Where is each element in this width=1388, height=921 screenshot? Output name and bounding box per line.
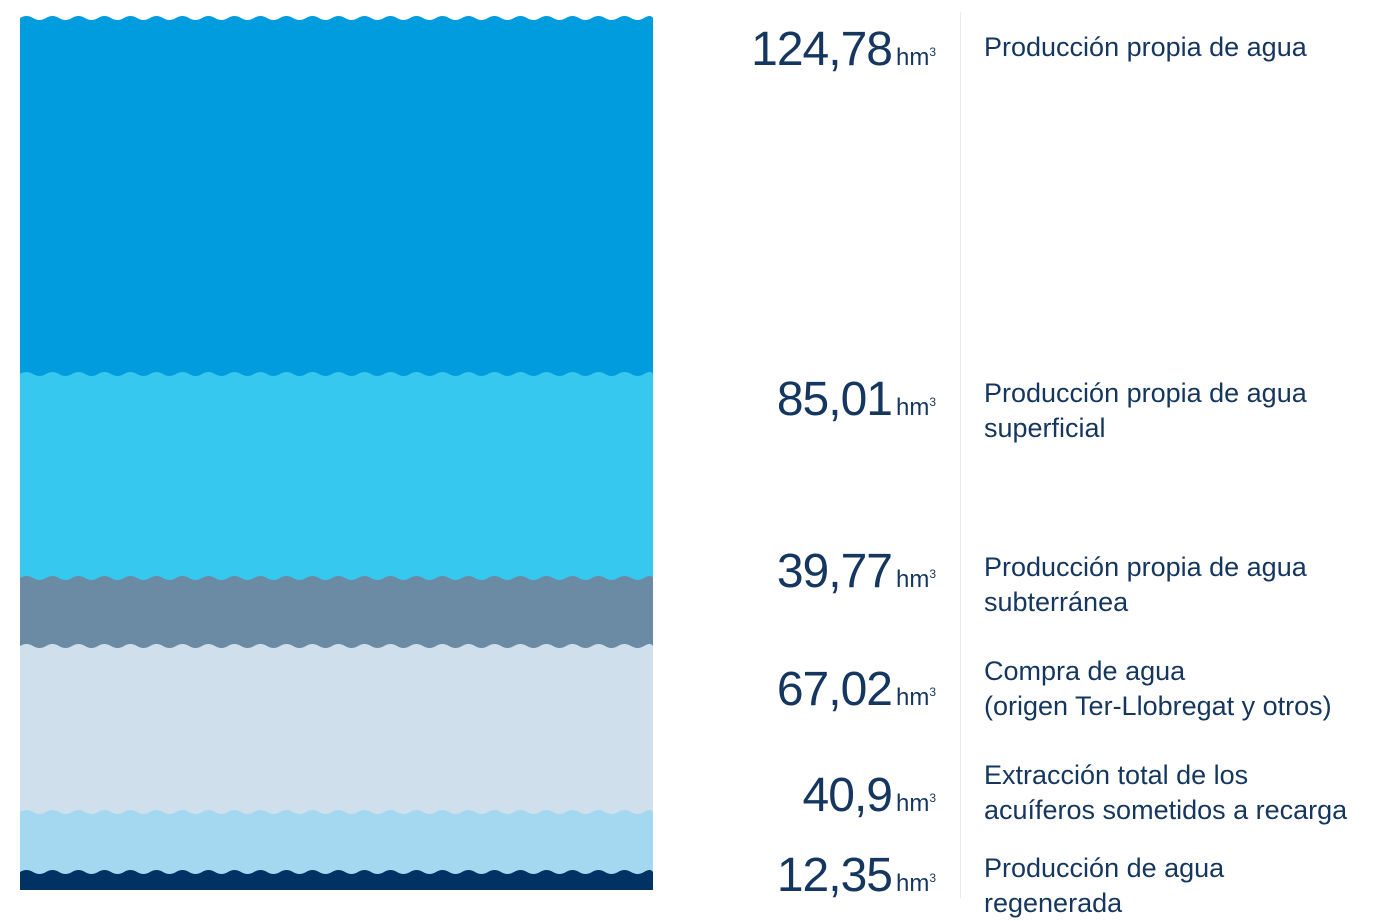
value-compra-de-agua-origen-ter-llobregat-y-otros: 67,02 hm3 bbox=[777, 666, 936, 714]
value-unit: hm3 bbox=[895, 790, 936, 817]
value-unit: hm3 bbox=[895, 566, 936, 593]
value-number: 40,9 bbox=[802, 769, 893, 822]
layer-produccion-de-agua-regenerada bbox=[20, 870, 653, 890]
value-number: 39,77 bbox=[776, 545, 893, 598]
value-number: 12,35 bbox=[776, 849, 893, 902]
layer-extraccion-total-de-los-acuiferos-sometidos-a-recarga bbox=[20, 810, 653, 890]
label-extraccion-total-de-los-acuiferos-sometidos-a-recarga: Extracción total de los acuíferos sometid… bbox=[984, 758, 1384, 828]
value-produccion-propia-de-agua-superficial: 85,01 hm3 bbox=[777, 376, 936, 424]
label-produccion-de-agua-regenerada: Producción de agua regenerada bbox=[984, 851, 1384, 921]
label-line: Producción propia de agua bbox=[984, 378, 1307, 408]
label-line: (origen Ter-Llobregat y otros) bbox=[984, 691, 1332, 721]
label-line: Producción propia de agua bbox=[984, 32, 1307, 62]
label-line: acuíferos sometidos a recarga bbox=[984, 795, 1348, 825]
value-extraccion-total-de-los-acuiferos-sometidos-a-recarga: 40,9 hm3 bbox=[803, 772, 936, 820]
value-number: 67,02 bbox=[776, 663, 893, 716]
label-line: Extracción total de los bbox=[984, 760, 1249, 790]
value-produccion-de-agua-regenerada: 12,35 hm3 bbox=[777, 852, 936, 900]
label-compra-de-agua-origen-ter-llobregat-y-otros: Compra de agua (origen Ter-Llobregat y ot… bbox=[984, 654, 1384, 724]
label-line: subterránea bbox=[984, 587, 1129, 617]
value-number: 85,01 bbox=[776, 373, 893, 426]
value-unit: hm3 bbox=[895, 44, 936, 71]
label-line: superficial bbox=[984, 413, 1106, 443]
label-line: Compra de agua bbox=[984, 656, 1186, 686]
label-line: Producción de agua bbox=[984, 853, 1225, 883]
label-line: regenerada bbox=[984, 888, 1123, 918]
label-line: Producción propia de agua bbox=[984, 552, 1307, 582]
label-produccion-propia-de-agua-subterranea: Producción propia de agua subterránea bbox=[984, 550, 1384, 620]
label-produccion-propia-de-agua-superficial: Producción propia de agua superficial bbox=[984, 376, 1384, 446]
label-produccion-propia-de-agua: Producción propia de agua bbox=[984, 30, 1384, 65]
value-unit: hm3 bbox=[895, 684, 936, 711]
value-unit: hm3 bbox=[895, 870, 936, 897]
value-unit: hm3 bbox=[895, 394, 936, 421]
value-produccion-propia-de-agua: 124,78 hm3 bbox=[751, 26, 936, 74]
divider-line bbox=[960, 12, 961, 898]
value-produccion-propia-de-agua-subterranea: 39,77 hm3 bbox=[777, 548, 936, 596]
value-number: 124,78 bbox=[751, 23, 893, 76]
